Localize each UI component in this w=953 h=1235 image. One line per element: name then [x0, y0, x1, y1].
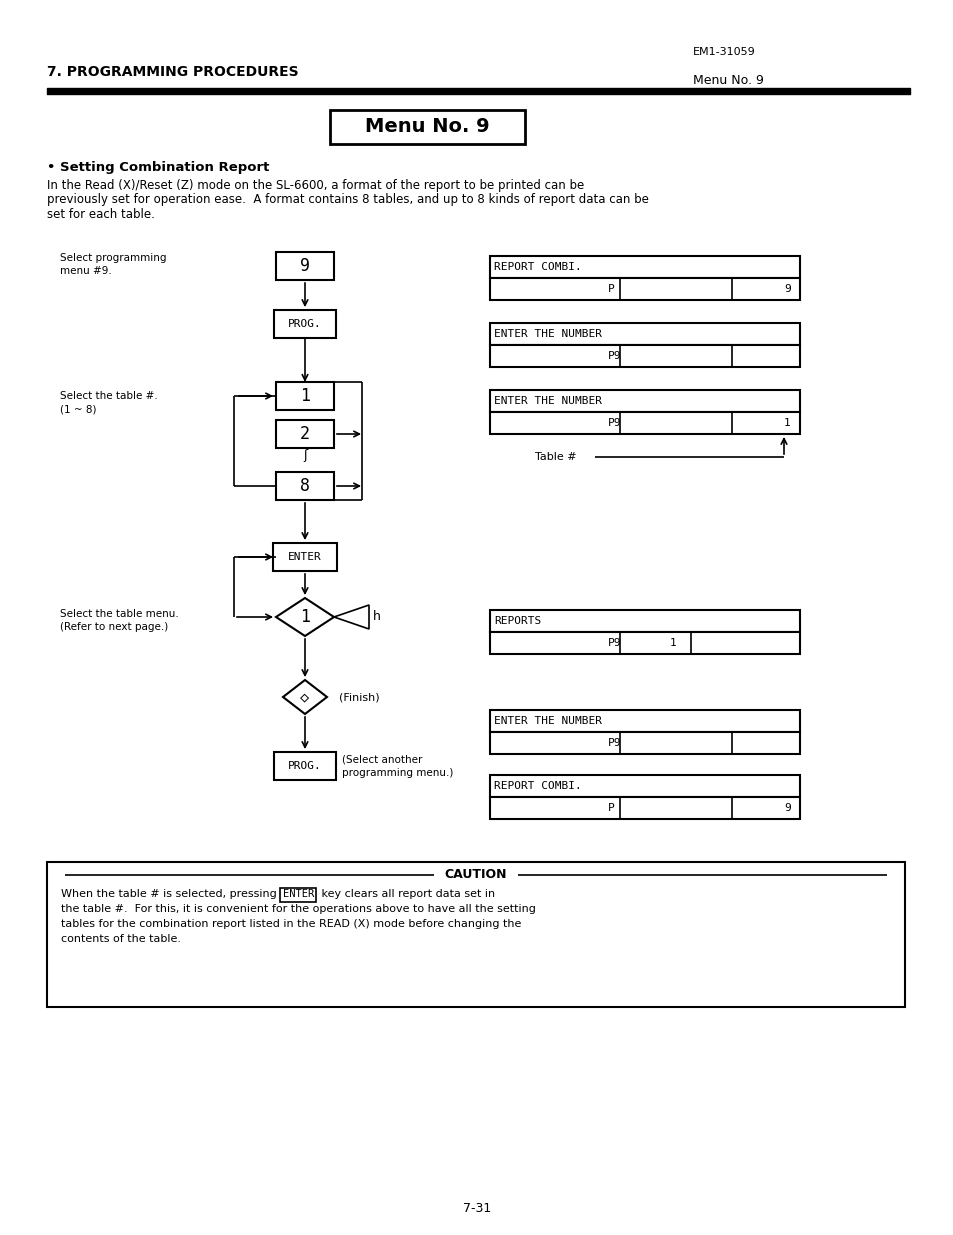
Bar [490, 278, 800, 300]
Text: P9: P9 [607, 739, 620, 748]
Text: ENTER: ENTER [282, 889, 314, 899]
Bar [274, 752, 335, 781]
Text: REPORT COMBI.: REPORT COMBI. [494, 262, 581, 272]
Bar [330, 110, 524, 144]
Text: P9: P9 [607, 638, 620, 648]
Bar [490, 390, 800, 412]
Text: ENTER THE NUMBER: ENTER THE NUMBER [494, 329, 601, 338]
Bar [490, 776, 800, 797]
Text: contents of the table.: contents of the table. [61, 934, 181, 944]
Text: menu #9.: menu #9. [60, 266, 112, 275]
Text: • Setting Combination Report: • Setting Combination Report [47, 162, 269, 174]
Bar [490, 797, 800, 819]
Text: 1: 1 [299, 608, 310, 626]
Text: REPORTS: REPORTS [494, 616, 540, 626]
Text: (Select another: (Select another [341, 755, 422, 764]
Text: 1: 1 [669, 638, 676, 648]
Text: (Finish): (Finish) [338, 692, 379, 701]
Bar [490, 732, 800, 755]
Bar [490, 632, 800, 655]
Text: previously set for operation ease.  A format contains 8 tables, and up to 8 kind: previously set for operation ease. A for… [47, 194, 648, 206]
Text: P9: P9 [607, 417, 620, 429]
Text: Select the table menu.: Select the table menu. [60, 609, 178, 619]
Bar [274, 310, 335, 338]
Text: ENTER THE NUMBER: ENTER THE NUMBER [494, 396, 601, 406]
Bar [490, 324, 800, 345]
Bar [490, 610, 800, 632]
Text: 1: 1 [299, 387, 310, 405]
Text: ʃ: ʃ [302, 450, 307, 462]
Text: 7. PROGRAMMING PROCEDURES: 7. PROGRAMMING PROCEDURES [47, 65, 298, 79]
Bar [490, 412, 800, 433]
Text: ENTER: ENTER [288, 552, 321, 562]
Text: P: P [607, 284, 614, 294]
Text: REPORT COMBI.: REPORT COMBI. [494, 781, 581, 790]
Text: 9: 9 [299, 257, 310, 275]
Bar [275, 472, 334, 500]
Text: tables for the combination report listed in the READ (X) mode before changing th: tables for the combination report listed… [61, 919, 521, 929]
Text: EM1-31059: EM1-31059 [692, 47, 755, 57]
Text: h: h [373, 610, 380, 624]
Polygon shape [283, 680, 327, 714]
Bar [490, 345, 800, 367]
Polygon shape [334, 605, 369, 629]
Text: 2: 2 [299, 425, 310, 443]
Text: key clears all report data set in: key clears all report data set in [318, 889, 495, 899]
Text: CAUTION: CAUTION [444, 868, 507, 882]
Polygon shape [275, 598, 334, 636]
Text: Select programming: Select programming [60, 253, 167, 263]
Bar [280, 888, 316, 902]
Text: ◇: ◇ [300, 689, 309, 704]
Text: P: P [607, 803, 614, 813]
Bar [490, 256, 800, 278]
Text: PROG.: PROG. [288, 761, 321, 771]
Text: ENTER THE NUMBER: ENTER THE NUMBER [494, 716, 601, 726]
Text: Menu No. 9: Menu No. 9 [692, 74, 763, 86]
Bar [275, 382, 334, 410]
Text: Menu No. 9: Menu No. 9 [365, 117, 489, 137]
Text: programming menu.): programming menu.) [341, 768, 453, 778]
Text: In the Read (X)/Reset (Z) mode on the SL-6600, a format of the report to be prin: In the Read (X)/Reset (Z) mode on the SL… [47, 179, 583, 191]
Text: the table #.  For this, it is convenient for the operations above to have all th: the table #. For this, it is convenient … [61, 904, 536, 914]
Bar [275, 252, 334, 280]
Text: Table #: Table # [535, 452, 576, 462]
Text: When the table # is selected, pressing the: When the table # is selected, pressing t… [61, 889, 302, 899]
Text: 9: 9 [783, 284, 790, 294]
Text: set for each table.: set for each table. [47, 209, 154, 221]
Text: (1 ~ 8): (1 ~ 8) [60, 404, 96, 414]
Bar [273, 543, 336, 571]
Text: 9: 9 [783, 803, 790, 813]
Text: 7-31: 7-31 [462, 1202, 491, 1214]
Bar [47, 862, 904, 1007]
Text: Select the table #.: Select the table #. [60, 391, 157, 401]
Text: (Refer to next page.): (Refer to next page.) [60, 622, 168, 632]
Text: 1: 1 [783, 417, 790, 429]
Text: 8: 8 [299, 477, 310, 495]
Text: P9: P9 [607, 351, 620, 361]
Bar [490, 710, 800, 732]
Text: PROG.: PROG. [288, 319, 321, 329]
Bar [275, 420, 334, 448]
